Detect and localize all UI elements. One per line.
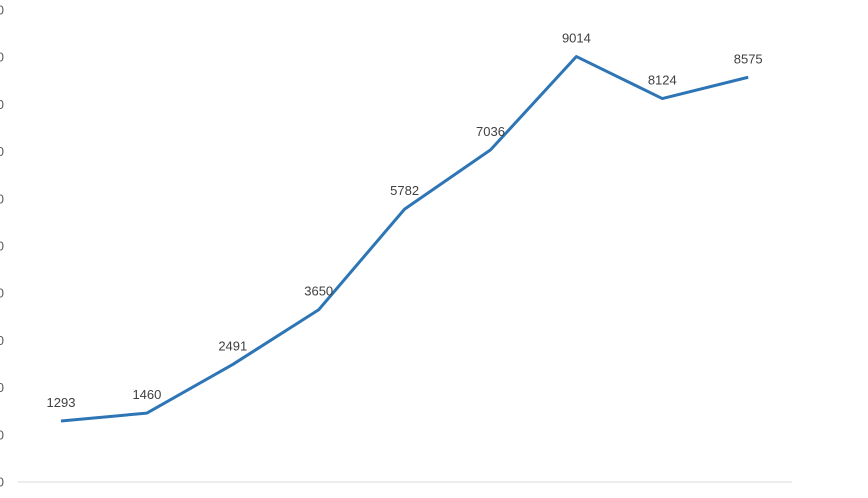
data-label: 8124 xyxy=(648,73,677,88)
data-labels: 1293 1460 2491 3650 5782 7036 9014 8124 8575 xyxy=(47,31,763,410)
y-tick-label: 7000 xyxy=(0,144,4,159)
y-tick-label: 10000 xyxy=(0,3,4,18)
data-label: 5782 xyxy=(390,183,419,198)
y-tick-label: 1000 xyxy=(0,427,4,442)
y-tick-label: 8000 xyxy=(0,97,4,112)
y-axis-ticks: 0 1000 2000 3000 4000 5000 6000 7000 8000 9000 100… xyxy=(0,3,4,490)
y-tick-label: 0 xyxy=(0,475,4,490)
data-label: 1460 xyxy=(132,387,161,402)
data-label: 7036 xyxy=(476,124,505,139)
y-tick-label: 3000 xyxy=(0,333,4,348)
data-label: 3650 xyxy=(304,284,333,299)
data-label: 8575 xyxy=(734,51,763,66)
data-label: 2491 xyxy=(218,338,247,353)
y-tick-label: 9000 xyxy=(0,50,4,65)
y-tick-label: 2000 xyxy=(0,380,4,395)
y-tick-label: 4000 xyxy=(0,286,4,301)
y-tick-label: 6000 xyxy=(0,191,4,206)
y-tick-label: 5000 xyxy=(0,239,4,254)
data-label: 9014 xyxy=(562,31,591,46)
series-line xyxy=(60,55,749,423)
data-label: 1293 xyxy=(47,395,76,410)
